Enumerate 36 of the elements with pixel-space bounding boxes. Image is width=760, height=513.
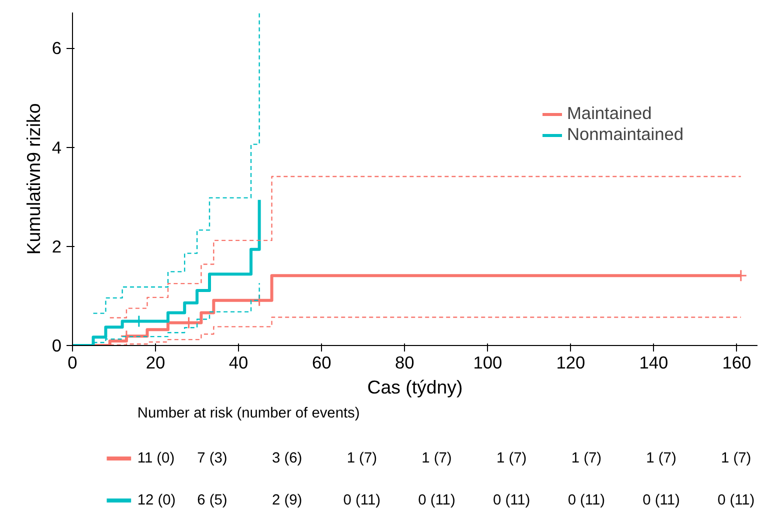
- text: 1 (7): [646, 450, 676, 466]
- x-tick-label: 0: [68, 352, 78, 372]
- text: 0 (11): [418, 492, 456, 508]
- y-tick-label: 4: [52, 137, 62, 158]
- x-axis-title: Cas (týdny): [367, 376, 463, 398]
- text: 1 (7): [422, 450, 452, 466]
- text: 1 (7): [346, 450, 377, 466]
- legend-label: Nonmaintained: [567, 124, 684, 145]
- text: 3 (6): [272, 450, 302, 466]
- x-tick-label: 140: [639, 352, 668, 372]
- x-tick-label: 80: [394, 352, 414, 372]
- text: 0 (11): [568, 492, 606, 508]
- y-tick-label: 2: [52, 236, 62, 256]
- text: 0 (11): [492, 492, 530, 508]
- x-tick-label: 20: [146, 352, 166, 372]
- text: 1 (7): [721, 450, 752, 466]
- text: 1 (7): [571, 450, 602, 466]
- x-tick-label: 60: [312, 352, 332, 372]
- x-tick-label: 100: [473, 352, 502, 372]
- x-tick-label: 160: [722, 352, 752, 372]
- x-tick-label: 40: [228, 352, 248, 372]
- text: 6 (5): [197, 492, 228, 508]
- y-axis-title: Kumulativn9 riziko: [22, 103, 44, 255]
- text: 7 (3): [197, 450, 228, 466]
- y-tick-label: 6: [52, 38, 62, 58]
- text: 1 (7): [496, 450, 527, 466]
- text: 0 (11): [343, 492, 381, 508]
- text: 12 (0): [137, 492, 176, 508]
- x-tick-label: 120: [556, 352, 586, 372]
- legend-label: Maintained: [567, 103, 652, 124]
- text: 2 (9): [272, 492, 302, 508]
- text: 0 (11): [642, 492, 680, 508]
- y-tick-label: 0: [52, 336, 62, 356]
- text: 0 (11): [717, 492, 755, 508]
- text: 11 (0): [137, 450, 175, 466]
- text: Number at risk (number of events): [137, 406, 360, 422]
